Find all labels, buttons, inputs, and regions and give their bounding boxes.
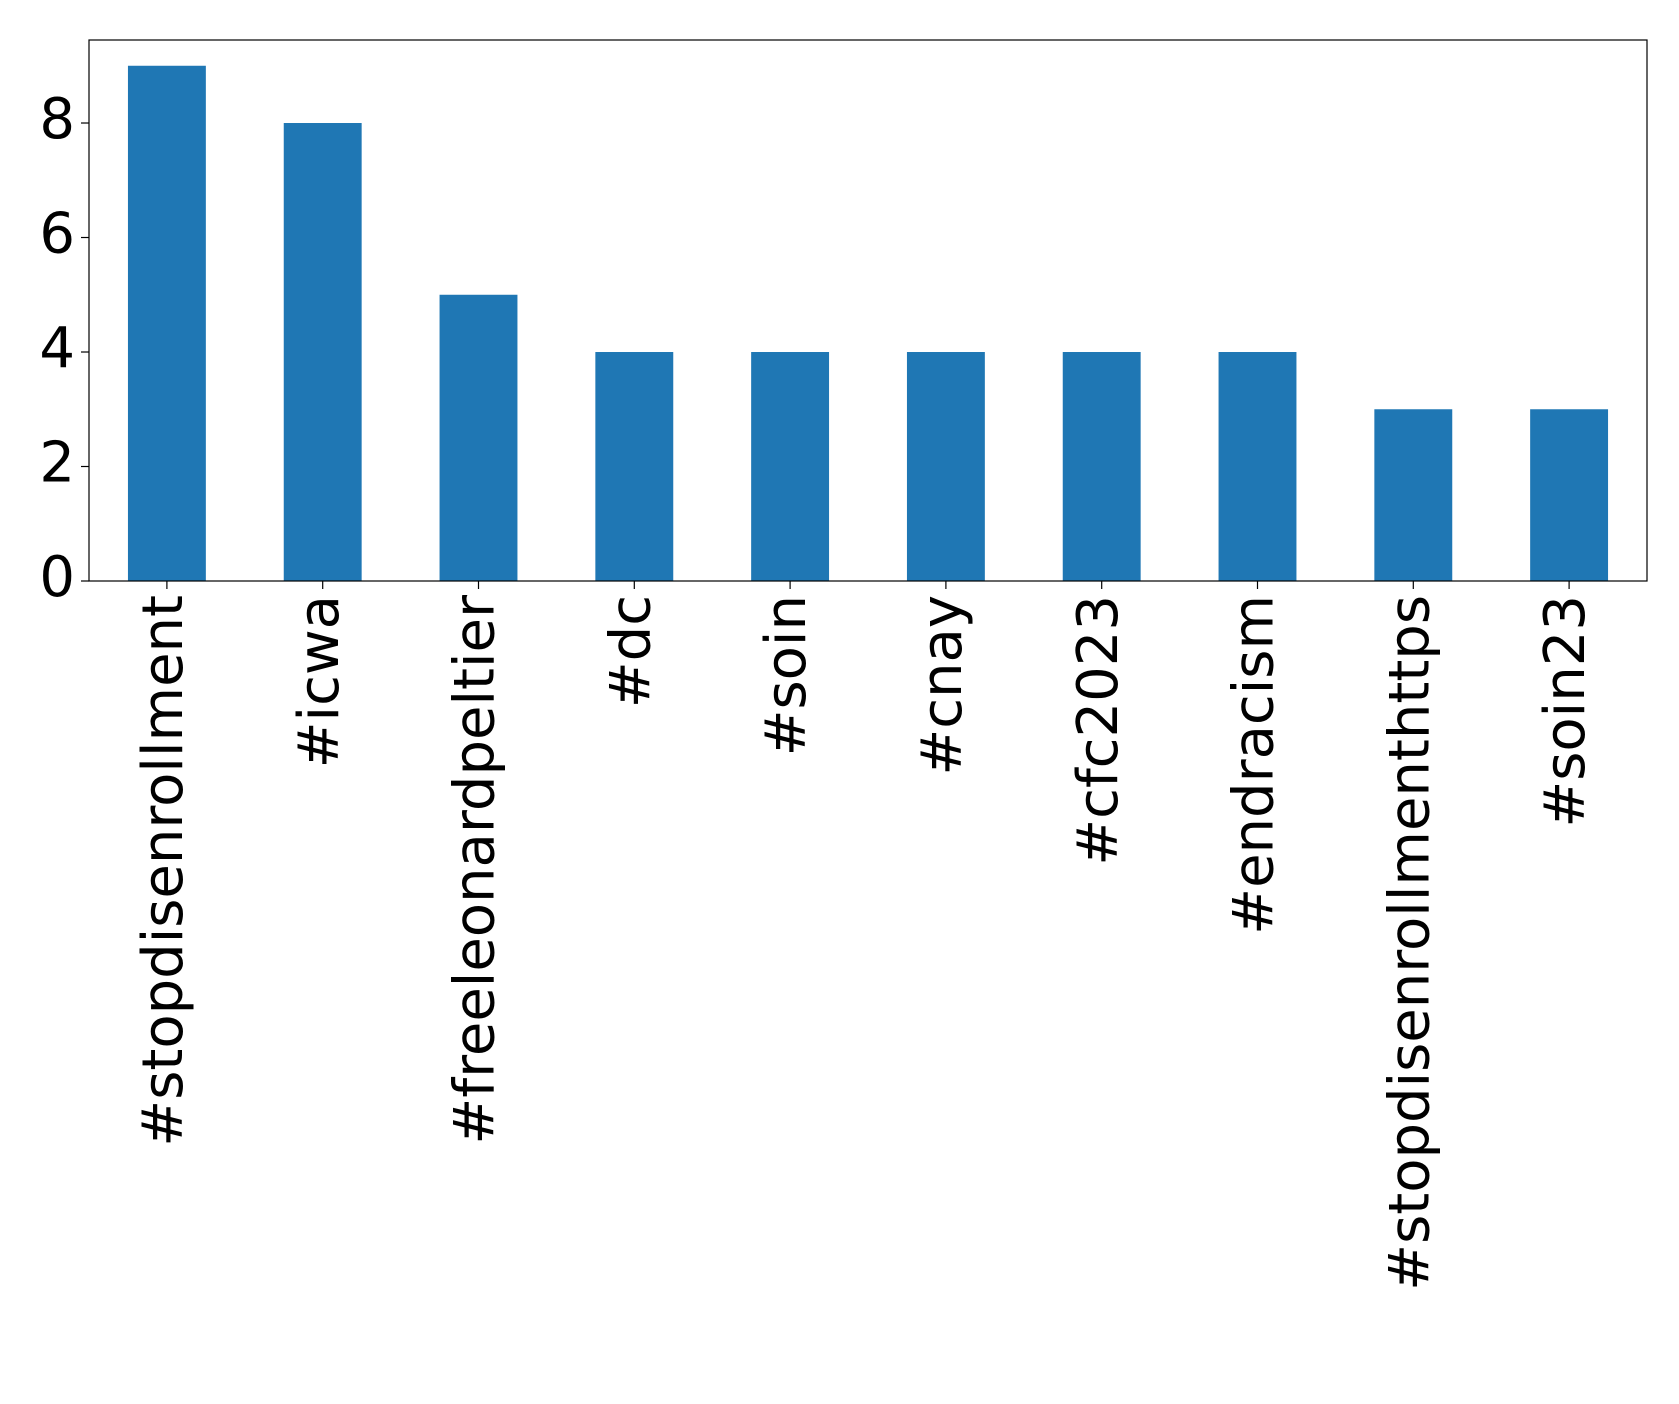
y-tick-label: 6 [39, 202, 75, 267]
x-tick-label: #soin [754, 595, 819, 756]
bar [127, 65, 206, 581]
bar [1062, 352, 1141, 581]
bar [595, 352, 674, 581]
x-tick-label: #soin23 [1533, 595, 1598, 828]
bar [283, 123, 362, 581]
x-tick-label: #cnay [910, 595, 975, 776]
y-tick-label: 0 [39, 545, 75, 610]
x-tick-label: #freeleonardpeltier [443, 594, 508, 1145]
y-tick-label: 8 [39, 87, 75, 152]
y-tick-label: 4 [39, 316, 75, 381]
x-tick-label: #endracism [1222, 595, 1287, 935]
bar [1374, 409, 1453, 581]
bar [439, 294, 518, 581]
bar [751, 352, 830, 581]
bar [1218, 352, 1297, 581]
bar [906, 352, 985, 581]
bar [1530, 409, 1609, 581]
x-tick-label: #stopdisenrollmenthttps [1377, 595, 1442, 1291]
x-tick-label: #cfc2023 [1066, 595, 1131, 866]
x-tick-label: #dc [598, 595, 663, 708]
x-tick-label: #stopdisenrollment [131, 595, 196, 1147]
y-tick-label: 2 [39, 431, 75, 496]
plot-frame [88, 39, 1648, 582]
x-tick-label: #icwa [287, 595, 352, 768]
